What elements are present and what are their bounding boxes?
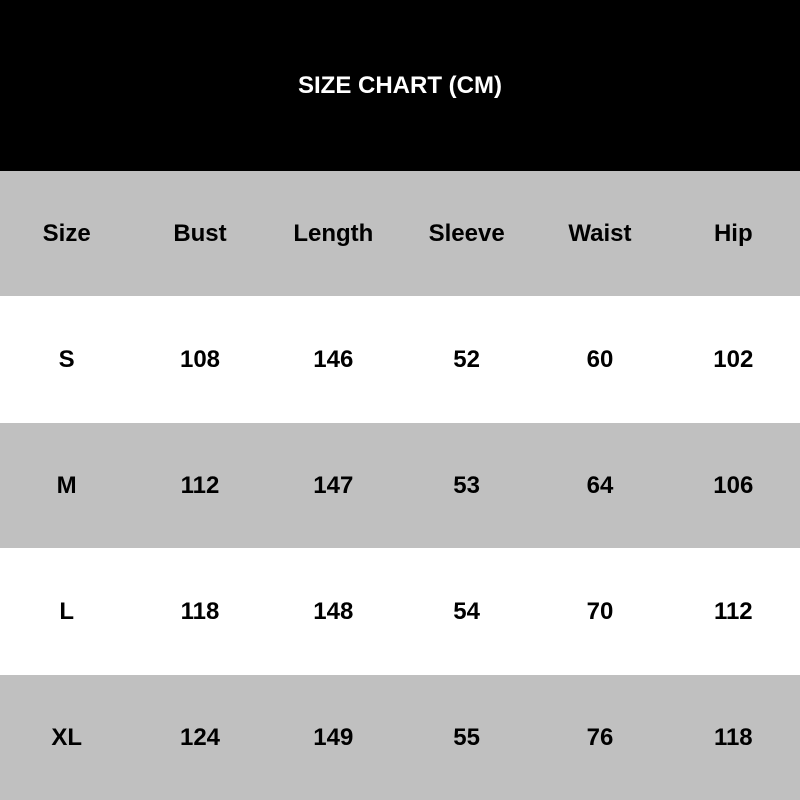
header-cell-size: Size (42, 219, 91, 247)
cell-hip: 118 (713, 723, 753, 751)
cell-length: 147 (313, 471, 354, 499)
title-bar: SIZE CHART (CM) (0, 0, 800, 171)
cell-waist: 64 (586, 471, 614, 499)
cell-sleeve: 53 (453, 471, 480, 499)
header-cell-hip: Hip (713, 219, 753, 247)
chart-title: SIZE CHART (CM) (298, 71, 502, 99)
header-cell-bust: Bust (173, 219, 227, 247)
cell-bust: 112 (180, 471, 220, 499)
table-row: L 118 148 54 70 112 (0, 548, 800, 675)
cell-size: L (59, 597, 74, 625)
cell-waist: 70 (586, 597, 614, 625)
table-row: S 108 146 52 60 102 (0, 296, 800, 423)
cell-size: XL (51, 723, 82, 751)
cell-sleeve: 55 (453, 723, 480, 751)
cell-waist: 60 (586, 345, 614, 373)
table-row: XL 124 149 55 76 118 (0, 675, 800, 800)
cell-length: 148 (313, 597, 354, 625)
cell-size: S (58, 345, 75, 373)
cell-waist: 76 (586, 723, 614, 751)
header-cell-sleeve: Sleeve (428, 219, 505, 247)
cell-length: 149 (313, 723, 354, 751)
cell-sleeve: 52 (453, 345, 480, 373)
cell-hip: 112 (713, 597, 753, 625)
table-row: M 112 147 53 64 106 (0, 423, 800, 548)
cell-hip: 106 (713, 471, 754, 499)
cell-hip: 102 (713, 345, 754, 373)
cell-bust: 124 (179, 723, 221, 751)
cell-sleeve: 54 (453, 597, 480, 625)
cell-length: 146 (313, 345, 354, 373)
header-cell-waist: Waist (568, 219, 632, 247)
header-cell-length: Length (293, 219, 374, 247)
cell-bust: 118 (180, 597, 220, 625)
table-header-row: Size Bust Length Sleeve Waist Hip (0, 171, 800, 296)
cell-bust: 108 (179, 345, 221, 373)
cell-size: M (56, 471, 77, 499)
